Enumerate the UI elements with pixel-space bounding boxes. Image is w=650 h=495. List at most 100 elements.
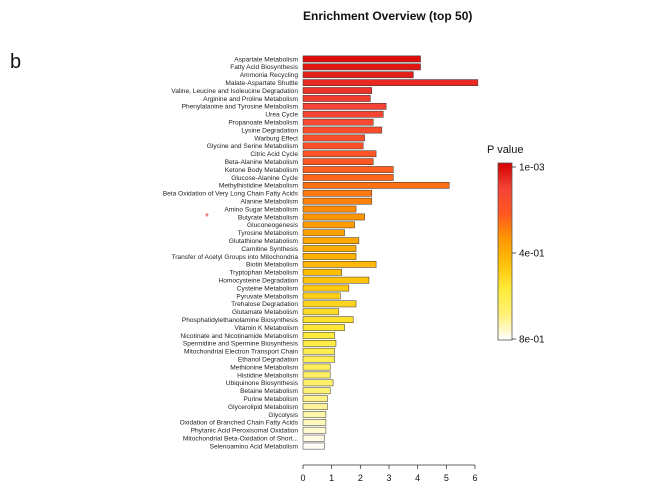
x-tick-label: 0 <box>300 473 305 483</box>
category-label: Glutathione Metabolism <box>229 238 299 245</box>
bar <box>302 316 354 323</box>
bar <box>302 87 373 94</box>
category-label: Fatty Acid Biosynthesis <box>230 64 299 71</box>
category-label: Methionine Metabolism <box>230 364 298 371</box>
category-label: Ubiquinone Biosynthesis <box>226 380 299 387</box>
category-label: Pyruvate Metabolism <box>236 293 298 300</box>
bar <box>302 355 335 363</box>
category-label: Histidine Metabolism <box>237 372 298 379</box>
bar <box>302 379 334 387</box>
panel-label: b <box>10 51 21 73</box>
category-label: Nicotinate and Nicotinamide Metabolism <box>180 333 298 340</box>
category-label: Glucose-Alanine Cycle <box>231 175 298 182</box>
category-label: Amino Sugar Metabolism <box>224 206 298 213</box>
bar <box>302 182 450 189</box>
bar <box>302 434 325 442</box>
category-label: Beta-Alanine Metabolism <box>225 159 299 166</box>
legend-color-bar <box>497 162 513 341</box>
category-label: Butyrate Metabolism <box>238 214 299 221</box>
category-label: Urea Cycle <box>265 112 298 119</box>
category-label: Citric Acid Cycle <box>250 151 298 158</box>
bar <box>302 221 355 229</box>
x-tick-label: 3 <box>386 473 391 483</box>
bar <box>302 134 365 142</box>
bar <box>302 71 414 79</box>
category-label: Phytanic Acid Peroxisomal Oxidation <box>191 428 299 435</box>
category-label: Ketone Body Metabolism <box>225 167 299 174</box>
category-label: Tryptophan Metabolism <box>229 270 298 277</box>
category-label: Warburg Effect <box>254 135 298 142</box>
bar <box>302 300 357 308</box>
bar <box>302 308 340 316</box>
bar <box>302 205 357 213</box>
p-value-legend: P value 1e-03 4e-01 8e-01 <box>487 144 545 346</box>
highlight-marker: * <box>205 212 209 223</box>
category-label: Glycine and Serine Metabolism <box>207 143 299 150</box>
bar <box>302 426 327 434</box>
bar <box>302 261 377 268</box>
bar <box>302 174 394 181</box>
bar <box>302 150 377 158</box>
bar <box>302 442 325 450</box>
bar <box>302 142 364 150</box>
bar <box>302 245 357 252</box>
category-label: Mitochondrial Beta-Oxidation of Short... <box>183 435 298 442</box>
category-label: Transfer of Acetyl Groups into Mitochond… <box>171 254 298 261</box>
bar <box>302 95 371 102</box>
category-label: Alanine Metabolism <box>240 198 298 205</box>
bar <box>302 126 383 134</box>
category-label: Betaine Metabolism <box>240 388 298 395</box>
category-label: Mitochondrial Electron Transport Chain <box>184 349 298 356</box>
category-label: Selenoamino Acid Metabolism <box>210 443 299 450</box>
x-tick-label: 6 <box>472 473 477 483</box>
category-label: Biotin Metabolism <box>246 262 299 269</box>
category-label: Tyrosine Metabolism <box>238 230 299 237</box>
bar <box>302 158 374 166</box>
x-tick-label: 1 <box>329 473 334 483</box>
bar <box>302 63 421 71</box>
category-label: Vitamin K Metabolism <box>234 325 298 332</box>
category-label: Phosphatidylethanolamine Biosynthesis <box>182 317 299 324</box>
bar <box>302 79 479 87</box>
bar <box>302 332 335 339</box>
bar <box>302 387 331 395</box>
bar <box>302 268 342 276</box>
category-label: Spermidine and Spermine Biosynthesis <box>183 341 299 348</box>
category-label: Cysteine Metabolism <box>237 285 299 292</box>
legend-tick-label: 8e-01 <box>519 335 545 346</box>
bar <box>302 237 360 245</box>
category-label: Oxidation of Branched Chain Fatty Acids <box>180 420 299 427</box>
bar <box>302 363 331 371</box>
category-label: Carnitine Synthesis <box>241 246 299 253</box>
category-label: Glutamate Metabolism <box>232 309 298 316</box>
category-label: Methylhistidine Metabolism <box>219 183 299 190</box>
category-label: Phenylalanine and Tyrosine Metabolism <box>182 104 299 111</box>
category-label: Malate-Aspartate Shuttle <box>225 80 298 87</box>
bar <box>302 340 337 347</box>
bars-layer <box>302 55 479 450</box>
category-label: Purine Metabolism <box>243 396 298 403</box>
bar <box>302 395 328 402</box>
bar <box>302 110 384 118</box>
category-label: Ammonia Recycling <box>240 72 299 79</box>
legend-title: P value <box>487 144 524 156</box>
bar <box>302 419 327 426</box>
x-tick-label: 2 <box>358 473 363 483</box>
bar <box>302 166 394 173</box>
bar <box>302 253 357 260</box>
category-label: Ethanol Degradation <box>238 356 298 363</box>
category-label: Arginine and Proline Metabolism <box>203 96 298 103</box>
bar <box>302 403 328 410</box>
bar <box>302 213 365 221</box>
bar <box>302 197 373 205</box>
legend-tick-label: 1e-03 <box>519 163 545 174</box>
category-label: Beta Oxidation of Very Long Chain Fatty … <box>163 191 299 198</box>
category-label: Aspartate Metabolism <box>234 56 298 63</box>
category-label: Homocysteine Degradation <box>218 277 298 284</box>
x-tick-label: 4 <box>415 473 420 483</box>
category-label: Glycerolipid Metabolism <box>228 404 298 411</box>
bar <box>302 324 345 331</box>
category-label: Propanoate Metabolism <box>228 119 298 126</box>
category-label: Lysine Degradation <box>241 127 298 134</box>
